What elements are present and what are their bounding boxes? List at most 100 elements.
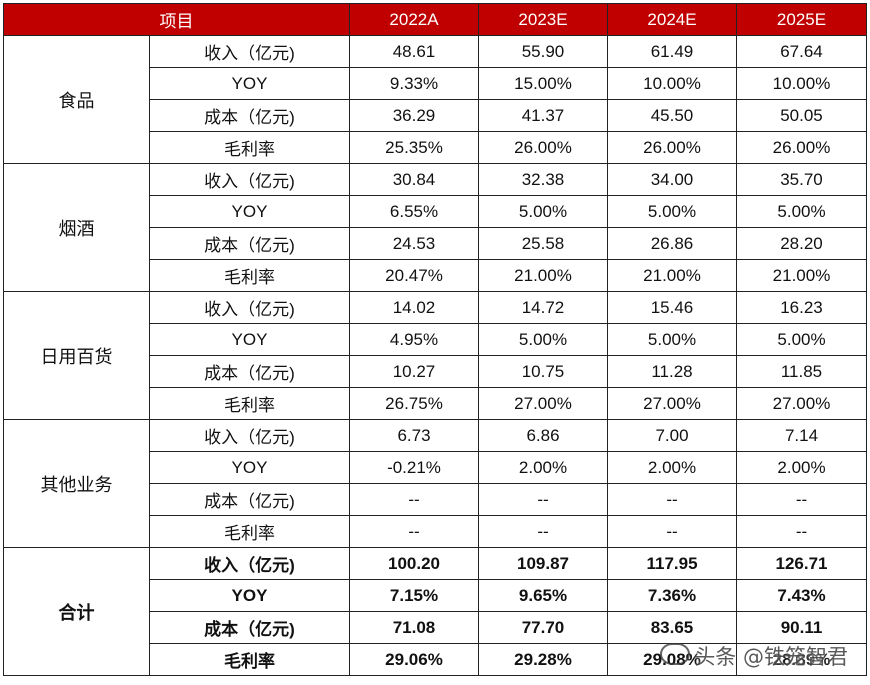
value-cell: 117.95 [607, 547, 737, 580]
value-cell: 50.05 [736, 99, 867, 132]
table-row: 毛利率 26.75% 27.00% 27.00% 27.00% [4, 387, 867, 420]
header-year: 2025E [736, 3, 867, 36]
header-row: 项目 2022A 2023E 2024E 2025E [3, 3, 867, 36]
value-cell: 9.33% [349, 67, 479, 100]
value-cell: 109.87 [478, 547, 608, 580]
category-cell: 食品 [3, 35, 150, 164]
value-cell: 48.61 [349, 35, 479, 68]
value-cell: 26.00% [736, 131, 867, 164]
metric-label-cell: YOY [149, 195, 350, 228]
value-cell: 10.75 [478, 355, 608, 388]
value-cell: 21.00% [478, 259, 608, 292]
table-row: 毛利率 -- -- -- -- [4, 515, 867, 548]
value-cell: 32.38 [478, 163, 608, 196]
table-row: 毛利率 20.47% 21.00% 21.00% 21.00% [4, 259, 867, 292]
value-cell: 14.02 [349, 291, 479, 324]
table-row: 日用百货 收入（亿元) 14.02 14.72 15.46 16.23 [3, 291, 867, 420]
value-cell: -- [607, 483, 737, 516]
metric-label-cell: 毛利率 [149, 259, 350, 292]
value-cell: 14.72 [478, 291, 608, 324]
value-cell: 61.49 [607, 35, 737, 68]
value-cell: 5.00% [607, 323, 737, 356]
table-row: YOY 9.33% 15.00% 10.00% 10.00% [4, 67, 867, 100]
table-row: YOY 6.55% 5.00% 5.00% 5.00% [4, 195, 867, 228]
value-cell: 2.00% [736, 451, 867, 484]
metric-label-cell: 毛利率 [149, 515, 350, 548]
table-row: 其他业务 收入（亿元) 6.73 6.86 7.00 7.14 [3, 419, 867, 548]
value-cell: 26.86 [607, 227, 737, 260]
value-cell: 2.00% [478, 451, 608, 484]
value-cell: 7.00 [607, 419, 737, 452]
value-cell: -- [736, 483, 867, 516]
metric-label-cell: 收入（亿元) [149, 291, 350, 324]
value-cell: 30.84 [349, 163, 479, 196]
metric-label-cell: 收入（亿元) [149, 547, 350, 580]
metric-label-cell: 毛利率 [149, 643, 350, 676]
value-cell: 10.00% [607, 67, 737, 100]
table-row: YOY 7.15% 9.65% 7.36% 7.43% [4, 579, 867, 612]
value-cell: 21.00% [736, 259, 867, 292]
value-cell: 24.53 [349, 227, 479, 260]
header-year: 2023E [478, 3, 608, 36]
value-cell: -- [478, 483, 608, 516]
table-row: 成本（亿元) -- -- -- -- [4, 483, 867, 516]
value-cell: 10.27 [349, 355, 479, 388]
value-cell: -- [349, 483, 479, 516]
value-cell: 27.00% [736, 387, 867, 420]
metric-label-cell: 收入（亿元) [149, 35, 350, 68]
metric-label-cell: 收入（亿元) [149, 163, 350, 196]
value-cell: 11.85 [736, 355, 867, 388]
metric-label-cell: 毛利率 [149, 131, 350, 164]
category-cell: 合计 [3, 547, 150, 676]
table-row: 毛利率 25.35% 26.00% 26.00% 26.00% [4, 131, 867, 164]
table-row: 烟酒 收入（亿元) 30.84 32.38 34.00 35.70 [3, 163, 867, 292]
metric-label-cell: YOY [149, 323, 350, 356]
table-row: 成本（亿元) 36.29 41.37 45.50 50.05 [4, 99, 867, 132]
metric-label-cell: 收入（亿元) [149, 419, 350, 452]
value-cell: 29.06% [349, 643, 479, 676]
value-cell: 36.29 [349, 99, 479, 132]
value-cell: 27.00% [478, 387, 608, 420]
value-cell: 6.55% [349, 195, 479, 228]
revenue-forecast-table: 项目 2022A 2023E 2024E 2025E 食品 收入（亿元) 48.61… [3, 3, 867, 676]
forecast-table-container: 项目 2022A 2023E 2024E 2025E 食品 收入（亿元) 48.61… [3, 3, 867, 676]
value-cell: 6.86 [478, 419, 608, 452]
category-cell: 其他业务 [3, 419, 150, 548]
value-cell: 6.73 [349, 419, 479, 452]
value-cell: -- [349, 515, 479, 548]
value-cell: 100.20 [349, 547, 479, 580]
value-cell: -- [607, 515, 737, 548]
table-row: 成本（亿元) 71.08 77.70 83.65 90.11 [4, 611, 867, 644]
value-cell: 5.00% [736, 195, 867, 228]
value-cell: 34.00 [607, 163, 737, 196]
value-cell: 25.35% [349, 131, 479, 164]
value-cell: 45.50 [607, 99, 737, 132]
value-cell: 5.00% [478, 323, 608, 356]
metric-label-cell: 成本（亿元) [149, 99, 350, 132]
table-row: 食品 收入（亿元) 48.61 55.90 61.49 67.64 [3, 35, 867, 164]
value-cell: 21.00% [607, 259, 737, 292]
value-cell: 16.23 [736, 291, 867, 324]
value-cell: 28.89% [736, 643, 867, 676]
value-cell: 55.90 [478, 35, 608, 68]
metric-label-cell: YOY [149, 67, 350, 100]
table-row: 毛利率 29.06% 29.28% 29.08% 28.89% [4, 643, 867, 676]
value-cell: 7.14 [736, 419, 867, 452]
value-cell: 28.20 [736, 227, 867, 260]
value-cell: 25.58 [478, 227, 608, 260]
value-cell: 26.00% [607, 131, 737, 164]
table-row: 合计 收入（亿元) 100.20 109.87 117.95 126.71 [3, 547, 867, 676]
metric-label-cell: 成本（亿元) [149, 611, 350, 644]
value-cell: 4.95% [349, 323, 479, 356]
category-cell: 日用百货 [3, 291, 150, 420]
value-cell: 77.70 [478, 611, 608, 644]
value-cell: 126.71 [736, 547, 867, 580]
value-cell: 15.00% [478, 67, 608, 100]
value-cell: -0.21% [349, 451, 479, 484]
metric-label-cell: YOY [149, 451, 350, 484]
table-body: 食品 收入（亿元) 48.61 55.90 61.49 67.64 YOY 9.33% 15.0… [3, 35, 867, 676]
value-cell: 5.00% [607, 195, 737, 228]
header-item: 项目 [3, 3, 350, 36]
value-cell: -- [478, 515, 608, 548]
header-year: 2024E [607, 3, 737, 36]
